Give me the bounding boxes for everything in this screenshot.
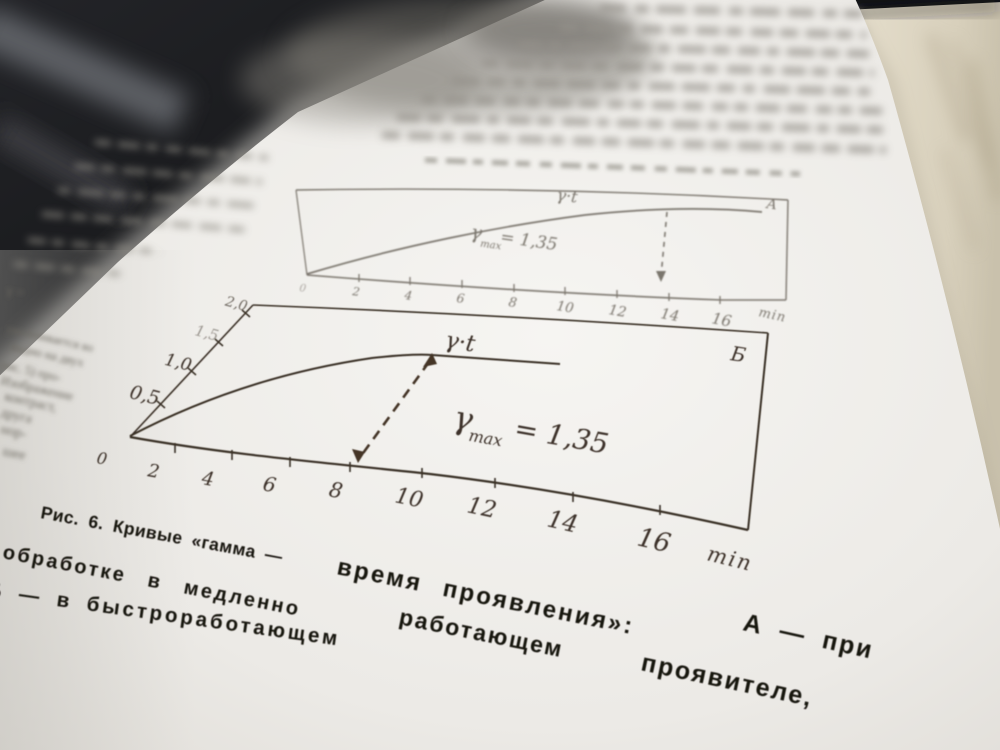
top-right-desk-edge — [847, 1, 1000, 18]
blurred-text-rows — [381, 4, 887, 154]
chart-a-curve — [306, 208, 763, 275]
tick-label: 12 — [465, 492, 499, 524]
tick-label: 16 — [634, 523, 673, 560]
chart-b-box-right — [747, 332, 769, 531]
tick-label: 10 — [555, 298, 575, 317]
chart-a-curve-label: γ·t — [556, 185, 580, 206]
halftone-photo-blob — [240, 35, 480, 125]
chart-b-y-ticks — [156, 309, 251, 409]
desk-streak-dim — [0, 116, 135, 214]
tick-label: 6 — [456, 290, 466, 306]
chart-a-ticks — [358, 274, 721, 304]
chart-a-box-right — [785, 199, 789, 301]
chart-a-box-left — [295, 189, 308, 276]
chart-b-x-axis — [129, 435, 749, 532]
left-fragment: нор- — [0, 422, 28, 442]
chart-b-arrowhead-down — [352, 449, 365, 463]
axis-unit-label: min — [757, 305, 787, 325]
y-tick-label: 1,5 — [193, 321, 221, 345]
chart-a-x-axis — [306, 274, 786, 301]
gamma-symbol: γ — [469, 221, 484, 244]
chart-a-marker-dashed-line — [660, 211, 668, 277]
tick-label: 8 — [327, 477, 345, 503]
tick-label: 12 — [607, 302, 627, 321]
tick-label: 2 — [145, 460, 161, 483]
chart-b-box-top — [252, 304, 769, 334]
tick-label: 0 — [95, 448, 108, 468]
left-fragment: друга — [0, 404, 34, 426]
chart-b-x-ticks — [174, 443, 661, 515]
page-left-shading — [0, 250, 195, 750]
tick-label: 8 — [507, 295, 518, 311]
tick-label: 2 — [351, 284, 361, 299]
tick-label: 16 — [710, 309, 733, 330]
y-tick-label: 2,0 — [222, 293, 249, 315]
underlying-page-blurred-text — [927, 33, 1000, 251]
tick-label: 0 — [299, 282, 308, 295]
chart-b-arrowhead-up — [423, 353, 437, 367]
chart-b-marker-dashed-line — [359, 361, 431, 457]
chart-b-curve-label: γ·t — [443, 327, 478, 358]
chart-b-curve-and-asymptote — [129, 353, 561, 437]
chart-b-panel-letter: Б — [728, 341, 748, 367]
gamma-subscript: max — [480, 239, 503, 253]
chart-a-box-top — [295, 188, 789, 201]
chart-a: 0 2 4 6 8 10 12 14 16 min γ·t γ max = 1,… — [295, 185, 789, 331]
tick-label: 4 — [403, 288, 414, 303]
blurred-text-rows-left — [13, 139, 269, 277]
underlying-page — [845, 2, 1000, 541]
desk-highlight-streak — [0, 5, 190, 134]
chart-a-arrowhead-down — [656, 271, 666, 282]
tick-label: 6 — [261, 471, 278, 497]
left-fragment: шее — [1, 444, 27, 463]
blurred-text-row — [424, 157, 801, 177]
blurred-page-top-content — [13, 0, 887, 277]
tick-label: 4 — [199, 467, 216, 491]
chart-a-panel-letter: А — [764, 196, 778, 213]
tick-label: 14 — [545, 505, 581, 539]
tick-label: 10 — [393, 483, 426, 513]
tick-label: 14 — [659, 306, 680, 325]
left-fragment: γ = — [4, 283, 25, 302]
